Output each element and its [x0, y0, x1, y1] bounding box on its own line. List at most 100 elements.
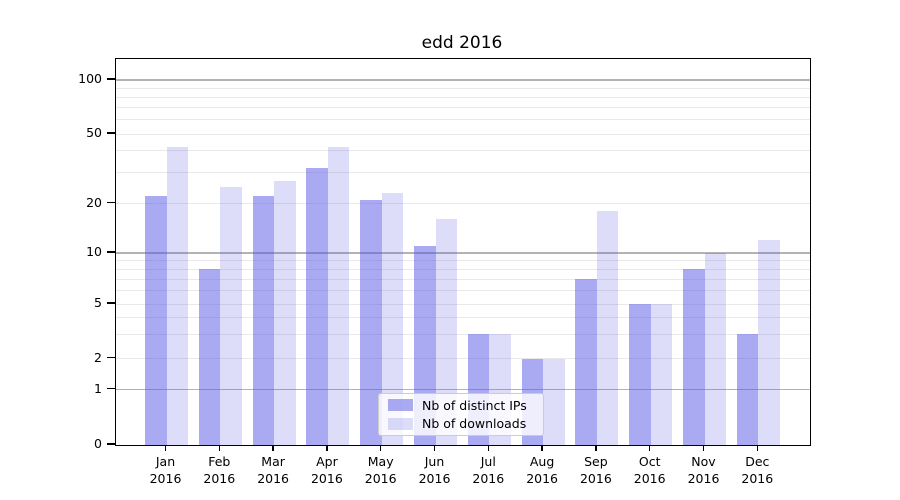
gridline-minor-7: [116, 278, 810, 280]
x-tick-label-month-jun: Jun: [424, 454, 445, 470]
legend-swatch-downloads: [388, 417, 413, 430]
y-tick-20: [107, 201, 115, 204]
gridline-minor-20: [116, 203, 810, 204]
x-tick-label-year-aug: 2016: [526, 471, 558, 487]
bar-distinct-ips-sep: [575, 279, 597, 445]
bar-distinct-ips-feb: [198, 269, 221, 445]
bar-downloads-sep: [596, 211, 619, 445]
legend-item-distinct-ips: Nb of distinct IPs: [379, 398, 543, 413]
x-tick-feb: [218, 445, 220, 452]
x-tick-apr: [326, 445, 328, 452]
bar-distinct-ips-may: [360, 199, 382, 445]
x-tick-label-nov: Nov 2016: [672, 453, 736, 487]
x-tick-label-month-sep: Sep: [584, 454, 608, 470]
x-tick-label-apr: Apr 2016: [295, 453, 359, 487]
x-tick-label-month-jul: Jul: [480, 454, 496, 470]
bar-downloads-dec: [758, 239, 780, 445]
x-tick-label-month-nov: Nov: [691, 454, 716, 470]
bar-downloads-feb: [220, 186, 242, 445]
y-tick-label-0: 0: [94, 436, 102, 451]
x-tick-mar: [272, 445, 274, 452]
bar-downloads-may: [381, 192, 404, 445]
x-tick-label-month-feb: Feb: [208, 454, 231, 470]
x-tick-label-year-mar: 2016: [257, 471, 289, 487]
gridline-minor-8: [116, 268, 810, 270]
x-tick-label-year-dec: 2016: [741, 471, 774, 487]
y-tick-50: [107, 132, 115, 134]
gridline-major-10: [116, 252, 810, 254]
x-tick-label-month-oct: Oct: [638, 454, 661, 470]
gridline-minor-40: [116, 150, 810, 152]
gridline-minor-2: [116, 358, 810, 359]
x-tick-jan: [164, 445, 167, 452]
x-tick-label-dec: Dec 2016: [725, 453, 789, 487]
x-tick-may: [380, 445, 382, 452]
plot-area: [115, 58, 811, 446]
gridline-minor-60: [116, 119, 810, 121]
bar-distinct-ips-oct: [629, 304, 651, 445]
x-tick-label-month-aug: Aug: [529, 454, 555, 470]
x-tick-nov: [702, 445, 705, 452]
y-tick-1: [107, 387, 115, 390]
x-tick-label-jan: Jan 2016: [134, 453, 198, 487]
bar-downloads-aug: [543, 358, 565, 445]
x-tick-label-year-may: 2016: [364, 471, 397, 487]
gridline-minor-90: [116, 87, 810, 89]
gridline-major-1: [116, 388, 810, 391]
legend-label-distinct-ips: Nb of distinct IPs: [422, 397, 527, 413]
bar-downloads-jan: [166, 147, 188, 445]
x-tick-dec: [756, 445, 758, 452]
x-tick-label-year-apr: 2016: [310, 471, 343, 487]
bar-downloads-oct: [650, 304, 673, 445]
chart-title: edd 2016: [421, 33, 503, 53]
bar-downloads-mar: [274, 180, 296, 445]
bar-distinct-ips-mar: [252, 196, 275, 445]
x-tick-label-aug: Aug 2016: [510, 453, 574, 487]
bar-downloads-apr: [327, 147, 350, 445]
x-tick-label-month-apr: Apr: [316, 454, 338, 470]
bar-distinct-ips-nov: [683, 269, 705, 445]
x-tick-jun: [433, 445, 436, 452]
x-tick-label-jul: Jul 2016: [456, 453, 520, 487]
y-tick-10: [107, 251, 115, 253]
x-tick-sep: [595, 445, 597, 452]
gridline-minor-9: [116, 260, 810, 262]
x-tick-label-oct: Oct 2016: [618, 453, 682, 487]
x-tick-label-year-sep: 2016: [579, 471, 612, 487]
gridline-minor-80: [116, 96, 810, 98]
bar-downloads-jun: [435, 219, 457, 445]
x-tick-label-feb: Feb 2016: [187, 453, 251, 487]
x-tick-label-sep: Sep 2016: [564, 453, 628, 487]
legend-swatch-distinct-ips: [388, 399, 413, 412]
x-tick-label-month-jan: Jan: [155, 454, 176, 470]
gridline-minor-4: [116, 316, 810, 318]
gridline-minor-50: [116, 133, 810, 135]
legend-item-downloads: Nb of downloads: [379, 416, 543, 431]
x-tick-label-year-nov: 2016: [687, 471, 720, 487]
y-tick-label-5: 5: [94, 295, 102, 310]
y-tick-label-100: 100: [78, 71, 102, 86]
y-tick-label-20: 20: [86, 194, 102, 210]
x-tick-label-month-mar: Mar: [261, 454, 285, 470]
x-tick-label-mar: Mar 2016: [241, 453, 305, 487]
bar-distinct-ips-jan: [145, 196, 167, 445]
gridline-major-100: [116, 79, 810, 81]
x-tick-label-may: May 2016: [349, 453, 413, 487]
x-tick-label-month-dec: Dec: [745, 454, 770, 470]
bar-distinct-ips-dec: [736, 334, 759, 445]
gridline-minor-6: [116, 290, 810, 292]
x-tick-label-year-feb: 2016: [203, 471, 236, 487]
y-tick-5: [107, 302, 115, 304]
x-tick-label-year-jul: 2016: [472, 471, 505, 487]
x-tick-label-year-jun: 2016: [418, 471, 451, 487]
x-tick-label-year-oct: 2016: [633, 471, 666, 487]
y-tick-label-50: 50: [86, 125, 102, 140]
y-tick-0: [107, 443, 115, 445]
y-tick-100: [107, 78, 115, 80]
x-tick-oct: [649, 445, 651, 452]
bar-distinct-ips-apr: [306, 167, 328, 445]
x-tick-aug: [541, 445, 543, 452]
y-tick-2: [107, 356, 115, 359]
y-tick-label-10: 10: [86, 244, 102, 259]
gridline-minor-3: [116, 333, 810, 335]
